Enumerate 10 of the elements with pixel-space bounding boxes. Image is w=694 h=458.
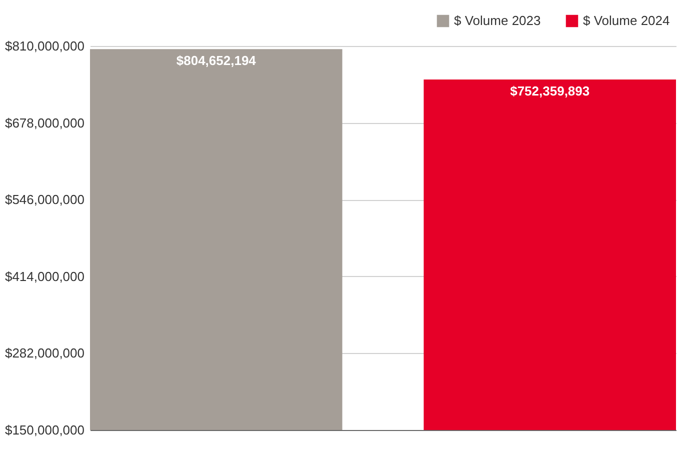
data-label: $752,359,893	[510, 84, 590, 99]
y-tick-label: $150,000,000	[4, 422, 84, 438]
y-tick-label: $810,000,000	[4, 38, 84, 54]
y-tick-label: $546,000,000	[4, 192, 84, 208]
y-tick-label: $282,000,000	[4, 346, 84, 361]
data-label: $804,652,194	[176, 53, 257, 68]
y-tick-label: $678,000,000	[4, 115, 84, 130]
legend-label: $ Volume 2023	[454, 13, 541, 28]
y-tick-label: $414,000,000	[4, 268, 84, 284]
legend-label: $ Volume 2024	[583, 13, 670, 28]
